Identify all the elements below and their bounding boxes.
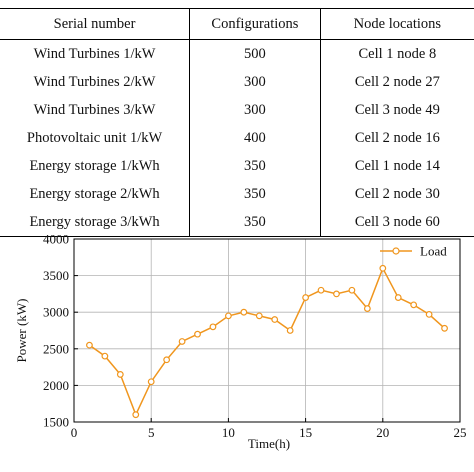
cell-config: 300 [189, 96, 321, 124]
series-load [86, 264, 448, 419]
cell-name: Energy storage 2/kWh [29, 185, 160, 202]
cell-node: Cell 3 node 60 [320, 208, 474, 237]
table-row: Energy storage 3/kWh 350 Cell 3 node 60 [0, 208, 474, 237]
cell-name: Photovoltaic unit 1/kW [26, 129, 163, 146]
cell-name: Energy storage 3/kWh [0, 208, 190, 237]
cell-node: Cell 2 node 30 [354, 185, 440, 202]
cell-config: 350 [189, 180, 321, 208]
x-tick-label: 25 [454, 425, 467, 440]
y-axis-label: Power (kW) [14, 299, 29, 363]
cell-node: Cell 1 node 8 [358, 45, 437, 62]
x-tick-label: 0 [71, 425, 78, 440]
x-tick-label: 5 [148, 425, 155, 440]
axis-ticks: 0 5 10 15 20 25 1500 2000 2500 3000 3500 4000 [43, 232, 467, 441]
data-point [147, 378, 155, 386]
header-configurations: Configurations [189, 8, 321, 40]
data-point [379, 264, 387, 272]
data-point [116, 371, 124, 378]
data-point [410, 301, 418, 309]
cell-node: Cell 2 node 27 [354, 73, 440, 90]
data-point [163, 356, 171, 364]
configuration-table: Serial number Configurations Node locati… [0, 8, 474, 237]
y-tick-label: 3500 [43, 268, 69, 283]
data-point [317, 286, 325, 294]
data-point [132, 411, 140, 419]
cell-name: Wind Turbines 2/kW [33, 73, 156, 90]
table-row: Wind Turbines 2/kW 300 Cell 2 node 27 [0, 68, 474, 96]
data-point [348, 286, 356, 294]
table-row: Photovoltaic unit 1/kW 400 Cell 2 node 1… [0, 124, 474, 152]
chart-legend: Load [380, 244, 447, 259]
y-tick-label: 2000 [43, 378, 69, 393]
data-point [363, 305, 371, 312]
data-point [441, 324, 448, 332]
header-node-locations: Node locations [320, 8, 474, 40]
x-tick-label: 20 [376, 425, 389, 440]
data-point [101, 352, 109, 360]
table-row: Energy storage 1/kWh 350 Cell 1 node 14 [0, 152, 474, 180]
data-point [333, 290, 340, 298]
legend-swatch-marker [392, 247, 400, 255]
data-point [425, 310, 433, 318]
data-point [394, 294, 402, 301]
cell-config: 500 [189, 39, 321, 68]
data-point [271, 316, 279, 323]
table-row: Wind Turbines 1/kW 500 Cell 1 node 8 [0, 39, 474, 68]
series-line-load [88, 266, 446, 417]
cell-node: Cell 1 node 14 [354, 157, 440, 174]
data-point [255, 312, 263, 320]
cell-node: Cell 3 node 49 [354, 101, 440, 118]
x-axis-label: Time(h) [248, 436, 290, 451]
table-title-cropped [0, 0, 474, 6]
data-point [86, 341, 93, 349]
y-tick-label: 1500 [43, 415, 69, 430]
chart-grid [74, 239, 460, 422]
x-tick-label: 10 [222, 425, 235, 440]
plot-frame [73, 238, 461, 423]
data-point [302, 294, 310, 301]
cell-name: Wind Turbines 3/kW [33, 101, 156, 118]
table-header-row: Serial number Configurations Node locati… [0, 8, 474, 40]
y-tick-label: 2500 [43, 341, 69, 356]
figure-caption-cropped [0, 464, 474, 472]
x-tick-label: 15 [299, 425, 312, 440]
cell-name: Wind Turbines 1/kW [33, 45, 156, 62]
legend-label-load: Load [420, 244, 447, 259]
data-point [224, 312, 232, 320]
cell-config: 300 [189, 68, 321, 96]
data-point [178, 338, 186, 345]
y-tick-label: 4000 [43, 232, 69, 247]
data-point [286, 327, 294, 334]
table-row: Energy storage 2/kWh 350 Cell 2 node 30 [0, 180, 474, 208]
data-point [209, 323, 217, 331]
cell-name: Energy storage 1/kWh [29, 157, 160, 174]
header-serial-number: Serial number [0, 8, 190, 40]
data-point [194, 330, 201, 338]
y-tick-label: 3000 [43, 305, 69, 320]
cell-config: 350 [189, 208, 321, 237]
data-point [240, 308, 248, 316]
cell-node: Cell 2 node 16 [354, 129, 440, 146]
cell-config: 400 [189, 124, 321, 152]
cell-config: 350 [189, 152, 321, 180]
table-row: Wind Turbines 3/kW 300 Cell 3 node 49 [0, 96, 474, 124]
